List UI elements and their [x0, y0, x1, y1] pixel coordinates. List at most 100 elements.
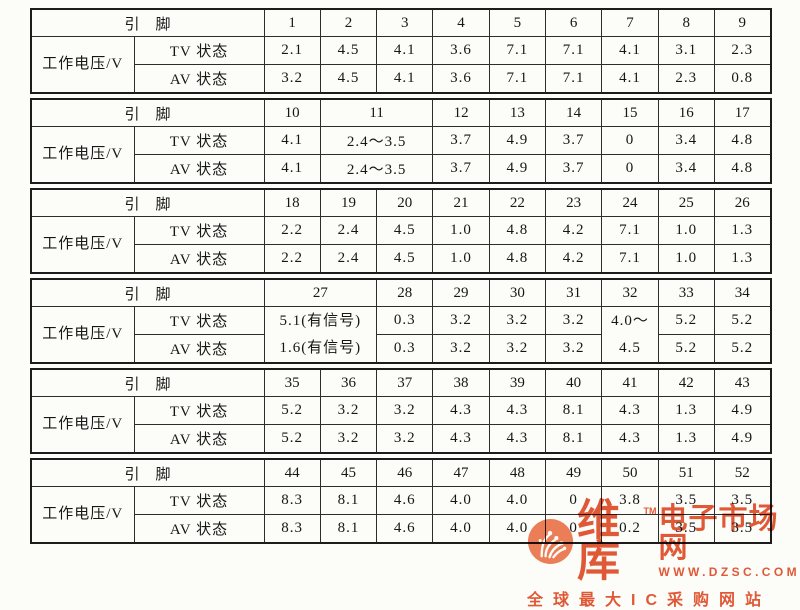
pin-number: 20	[376, 188, 434, 217]
pin-number: 5	[488, 8, 547, 37]
pin-number: 43	[713, 368, 772, 397]
tv-voltage-value: 3.2	[488, 306, 547, 335]
pin-header-label: 引 脚	[30, 188, 265, 217]
av-voltage-value: 3.2	[432, 334, 490, 364]
pin-header-label: 引 脚	[30, 8, 265, 37]
tv-voltage-value: 1.3	[713, 216, 772, 245]
pin-number: 25	[657, 188, 715, 217]
voltage-group-label: 工作电压/V	[30, 396, 135, 454]
av-voltage-value: 4.8	[713, 154, 772, 184]
pin-number: 52	[713, 458, 772, 487]
pin-header-label: 引 脚	[30, 368, 265, 397]
av-voltage-value: 4.3	[432, 424, 490, 454]
pin-number: 13	[488, 98, 547, 127]
tv-voltage-value: 3.5	[657, 486, 715, 515]
pin-number: 21	[432, 188, 490, 217]
av-voltage-value: 2.2	[263, 244, 321, 274]
pin-number: 39	[488, 368, 547, 397]
pin-voltage-block-2: 引 脚 10 11 12 13 14 15 16 17 工作电压/V TV 状态 4.1 2.4～3.5…	[30, 98, 772, 184]
pin-number: 11	[319, 98, 434, 127]
tv-voltage-value: 4.3	[601, 396, 659, 425]
pin-voltage-block-6: 引 脚 44 45 46 47 48 49 50 51 52 工作电压/V TV 状态 8.3 8.1 4.…	[30, 458, 772, 544]
voltage-group-label: 工作电压/V	[30, 126, 135, 184]
tv-state-label: TV 状态	[133, 126, 265, 155]
tv-state-row: 工作电压/V TV 状态 8.3 8.1 4.6 4.0 4.0 0 3.8 3.5 3.5	[30, 486, 772, 544]
trademark-symbol: TM	[643, 506, 657, 516]
av-voltage-value: 4.8	[488, 244, 547, 274]
av-voltage-value: 3.2	[376, 424, 434, 454]
av-state-row: AV 状态 5.2 3.2 3.2 4.3 4.3 8.1 4.3 1.3 4.9	[31, 424, 772, 454]
tv-state-row: 工作电压/V TV 状态 2.1 4.5 4.1 3.6 7.1 7.1 4.1 3.1 2.3	[30, 36, 772, 94]
tv-voltage-value: 4.1	[601, 36, 659, 65]
tv-voltage-value: 2.2	[263, 216, 321, 245]
tv-voltage-value: 4.9	[488, 126, 547, 155]
pin-number: 4	[432, 8, 490, 37]
watermark-subtitle: 电子市场网	[658, 502, 779, 564]
pin-number: 6	[544, 8, 603, 37]
av-voltage-value: 4.0	[432, 514, 490, 544]
av-voltage-value: 5.2	[713, 334, 772, 364]
av-voltage-value: 4.9	[488, 154, 547, 184]
av-voltage-value: 7.1	[488, 64, 547, 94]
pin-number: 15	[601, 98, 659, 127]
voltage-group-label: 工作电压/V	[30, 36, 135, 94]
pin-number-row: 引 脚 27 28 29 30 31 32 33 34	[30, 278, 772, 307]
pin-number: 44	[263, 458, 321, 487]
av-voltage-value: 2.4～3.5	[319, 154, 434, 184]
tv-voltage-value: 3.7	[545, 126, 603, 155]
watermark-url: WWW.DZSC.COM	[658, 564, 800, 579]
tv-voltage-value: 5.1(有信号) 1.6(有信号)	[263, 306, 378, 364]
tv-voltage-value: 4.1	[263, 126, 321, 155]
av-voltage-value: 4.1	[263, 154, 321, 184]
watermark-tagline: 全球最大IC采购网站	[527, 591, 772, 609]
tv-voltage-value: 2.3	[713, 36, 772, 65]
pin-number: 45	[319, 458, 378, 487]
av-voltage-value: 3.2	[544, 334, 603, 364]
pin-number-row: 引 脚 44 45 46 47 48 49 50 51 52	[30, 458, 772, 487]
tv-voltage-value: 4.3	[432, 396, 490, 425]
av-voltage-value: 1.0	[657, 244, 715, 274]
pin-number: 7	[601, 8, 659, 37]
pin-number: 19	[319, 188, 378, 217]
av-voltage-value: 4.1	[376, 64, 434, 94]
tv-voltage-value: 4.5	[376, 216, 434, 245]
av-voltage-value: 4.5	[376, 244, 434, 274]
pin-number: 28	[376, 278, 434, 307]
tv-state-label: TV 状态	[133, 306, 265, 335]
tv-voltage-value: 3.2	[376, 396, 434, 425]
av-voltage-value: 1.0	[432, 244, 490, 274]
tv-voltage-value: 8.1	[319, 486, 378, 515]
av-state-label: AV 状态	[133, 424, 265, 454]
pin-number-row: 引 脚 18 19 20 21 22 23 24 25 26	[30, 188, 772, 217]
pin-number: 32	[601, 278, 659, 307]
pin-number: 51	[657, 458, 715, 487]
av-voltage-value: 3.5	[657, 514, 715, 544]
pin-number: 3	[376, 8, 434, 37]
av-voltage-value: 3.6	[432, 64, 490, 94]
av-voltage-value: 4.1	[601, 64, 659, 94]
tv-voltage-value: 3.8	[601, 486, 659, 515]
tv-voltage-value: 1.0	[432, 216, 490, 245]
av-state-label: AV 状态	[133, 514, 265, 544]
av-voltage-value: 3.7	[545, 154, 603, 184]
av-state-row: AV 状态 4.1 2.4～3.5 3.7 4.9 3.7 0 3.4 4.8	[31, 154, 772, 184]
av-voltage-value: 4.6	[376, 514, 434, 544]
av-state-row: AV 状态 8.3 8.1 4.6 4.0 4.0 0 0.2 3.5 3.5	[31, 514, 772, 544]
pin-number: 1	[263, 8, 321, 37]
av-voltage-value: 4.3	[488, 424, 547, 454]
pin-number: 47	[432, 458, 490, 487]
tv-voltage-value: 7.1	[544, 36, 603, 65]
dzsc-watermark: 维库 TM 电子市场网 WWW.DZSC.COM 全球最大IC采购网站	[527, 500, 800, 610]
pin-number: 12	[432, 98, 490, 127]
tv-voltage-value: 0.3	[376, 306, 434, 335]
av-voltage-value: 1.3	[713, 244, 772, 274]
pin-number: 22	[488, 188, 547, 217]
av-state-label: AV 状态	[133, 244, 265, 274]
av-voltage-value: 8.3	[263, 514, 321, 544]
pin-number: 24	[601, 188, 659, 217]
av-voltage-value: 8.1	[544, 424, 603, 454]
tv-voltage-value: 4.9	[713, 396, 772, 425]
pin-number: 35	[263, 368, 321, 397]
tv-state-row: 工作电压/V TV 状态 5.1(有信号) 1.6(有信号) 0.3 3.2 3.2 3.2…	[30, 306, 772, 364]
av-voltage-value: 8.1	[319, 514, 378, 544]
